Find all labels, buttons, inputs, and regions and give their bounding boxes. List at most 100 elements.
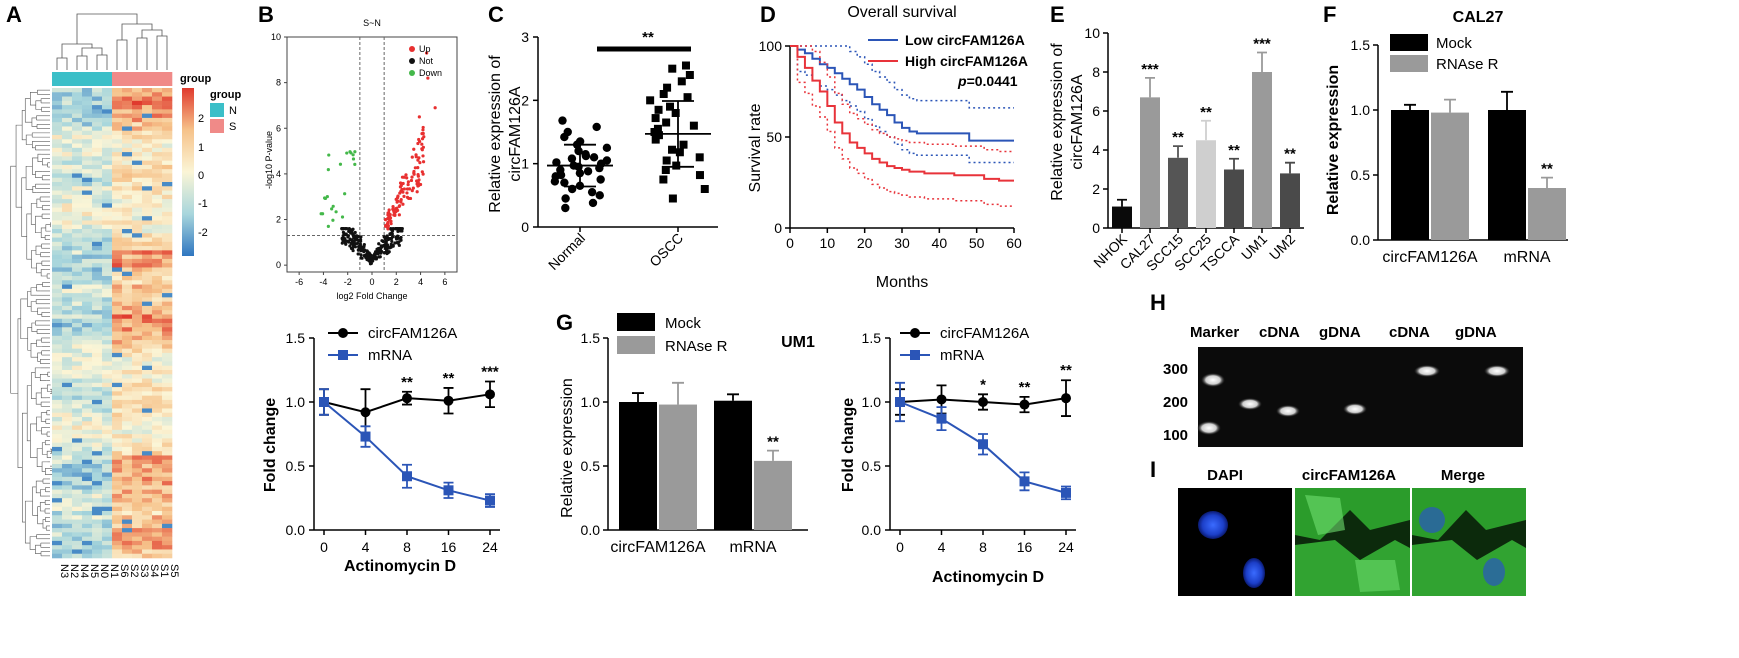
heatmap-cell	[152, 229, 163, 234]
data-point-normal	[595, 191, 604, 200]
heatmap-cell	[152, 365, 163, 371]
heatmap-cell	[142, 199, 153, 204]
heatmap-cell	[152, 506, 163, 512]
heatmap-cell	[142, 357, 153, 362]
dendrogram-branch	[25, 134, 33, 145]
heatmap-cell	[72, 241, 83, 247]
heatmap-cell	[152, 164, 163, 170]
heatmap-cell	[112, 549, 123, 555]
heatmap-cell	[132, 378, 143, 384]
volcano-point-up	[420, 132, 424, 136]
heatmap-cell	[82, 378, 93, 384]
group-bar-cell	[122, 72, 133, 86]
heatmap-cell	[72, 199, 83, 204]
heatmap-cell	[152, 109, 163, 114]
heatmap-cell	[62, 344, 73, 349]
heatmap-cell	[142, 438, 153, 443]
heatmap-cell	[112, 182, 123, 187]
heatmap-cell	[72, 203, 83, 208]
volcano-point-not	[357, 245, 361, 249]
heatmap-cell	[62, 395, 73, 401]
heatmap-cell	[92, 502, 103, 508]
legend-label-s: S	[229, 121, 236, 133]
heatmap-cell	[162, 421, 173, 426]
volcano-point-up	[413, 166, 417, 170]
heatmap-cell	[162, 438, 173, 443]
heatmap-cell	[122, 177, 133, 183]
heatmap-cell	[162, 314, 173, 320]
heatmap-cell	[142, 536, 153, 542]
heatmap-cell	[72, 502, 83, 508]
heatmap-cell	[162, 271, 173, 277]
heatmap-cell	[92, 340, 103, 345]
heatmap-cell	[112, 173, 123, 179]
heatmap-cell	[162, 173, 173, 179]
x-tick-label: 50	[969, 235, 985, 251]
heatmap-cell	[132, 139, 143, 144]
heatmap-cell	[112, 305, 123, 311]
volcano-point-up	[395, 196, 400, 200]
heatmap-cell	[142, 387, 153, 392]
heatmap-cell	[112, 417, 123, 422]
heatmap-cell	[82, 160, 93, 166]
heatmap-cell	[152, 280, 163, 285]
heatmap-cell	[112, 263, 123, 268]
heatmap-cell	[152, 105, 163, 110]
heatmap-column-label: S4	[148, 564, 160, 577]
heatmap-cell	[142, 348, 153, 354]
dendrogram-branch	[41, 427, 48, 435]
heatmap-cell	[132, 374, 143, 379]
volcano-point-not	[359, 253, 363, 257]
heatmap-cell	[82, 203, 93, 208]
heatmap-cell	[162, 233, 173, 238]
heatmap-cell	[92, 485, 103, 490]
heatmap-cell	[92, 310, 103, 315]
heatmap-cell	[72, 340, 83, 345]
error-bar	[1541, 176, 1553, 188]
group-bar-cell	[62, 72, 73, 86]
heatmap-cell	[82, 182, 93, 187]
heatmap-cell	[152, 489, 163, 495]
heatmap-cell	[152, 310, 163, 315]
heatmap-cell	[92, 335, 103, 341]
heatmap-cell	[72, 211, 83, 217]
heatmap-cell	[92, 182, 103, 187]
volcano-point-not	[386, 237, 390, 242]
heatmap-cell	[112, 553, 123, 559]
heatmap-cell	[52, 263, 63, 268]
data-point-oscc	[677, 77, 686, 86]
heatmap-cell	[132, 152, 143, 157]
heatmap-cell	[52, 352, 63, 358]
heatmap-cell	[142, 434, 153, 439]
heatmap-cell	[132, 451, 143, 456]
heatmap-cell	[152, 455, 163, 461]
heatmap-cell	[72, 485, 83, 490]
y-tick-label: 4	[276, 169, 281, 179]
heatmap-cell	[102, 468, 113, 473]
heatmap-cell	[142, 549, 153, 555]
heatmap-cell	[52, 502, 63, 508]
volcano-point-up	[421, 160, 426, 164]
panel-label-f: F	[1323, 2, 1336, 27]
heatmap-cell	[82, 408, 93, 414]
heatmap-cell	[132, 173, 143, 179]
heatmap-cell	[132, 169, 143, 174]
heatmap-cell	[62, 117, 73, 123]
significance-marker: ***	[1253, 36, 1271, 53]
legend-label-n: N	[229, 105, 237, 117]
heatmap-cell	[142, 340, 153, 345]
heatmap-cell	[122, 88, 133, 93]
heatmap-cell	[122, 523, 133, 529]
heatmap-cell	[52, 434, 63, 439]
heatmap-cell	[62, 357, 73, 362]
error-bar	[1117, 198, 1127, 207]
heatmap-cell	[152, 173, 163, 179]
heatmap-cell	[142, 288, 153, 294]
heatmap-cell	[102, 92, 113, 97]
heatmap-cell	[132, 391, 143, 396]
heatmap-cell	[122, 173, 133, 179]
x-tick-label: 40	[932, 235, 948, 251]
heatmap-cell	[132, 442, 143, 448]
heatmap-cell	[142, 156, 153, 161]
